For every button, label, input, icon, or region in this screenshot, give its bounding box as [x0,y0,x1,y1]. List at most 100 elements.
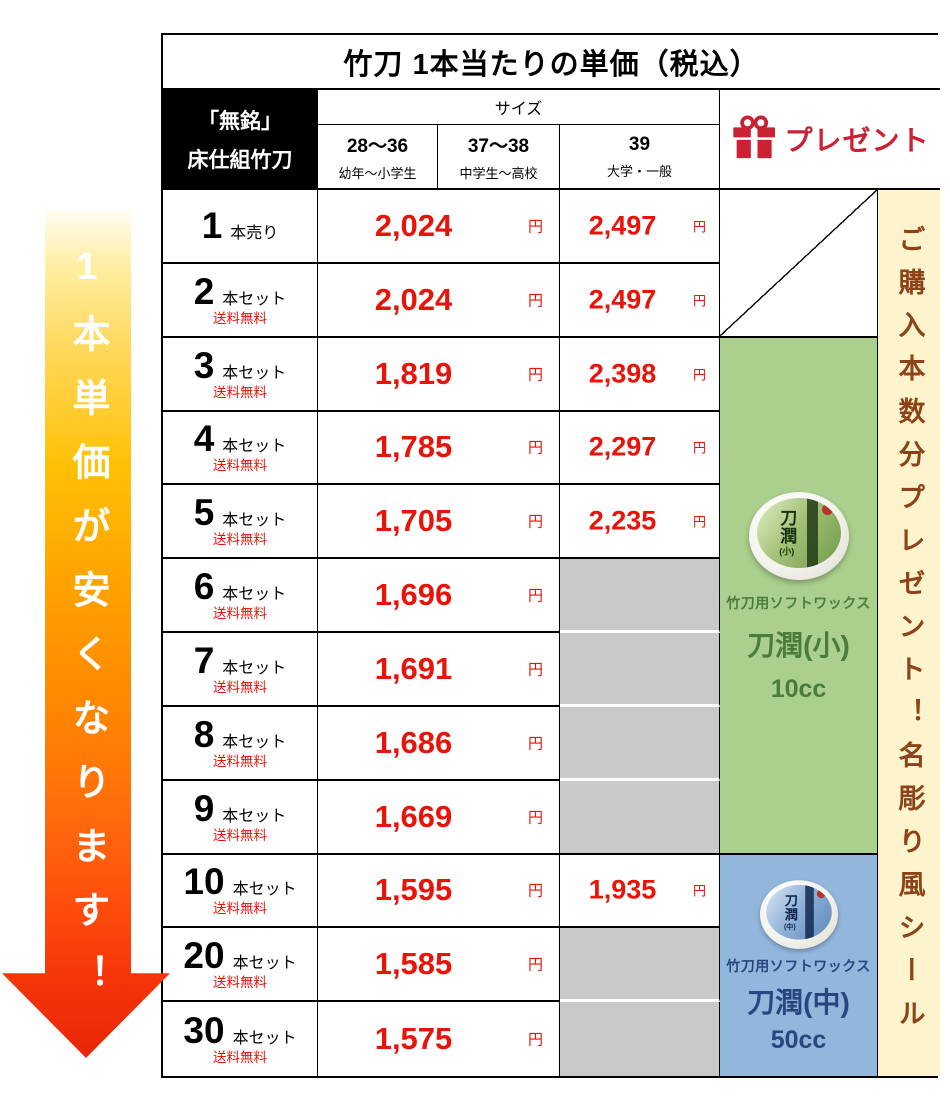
gift-column-banner: ご購入本数分プレゼント！名彫り風シール [878,190,940,1076]
yen-label: 円 [692,367,706,383]
product-name-line2: 床仕組竹刀 [187,148,293,172]
yen-label: 円 [692,219,706,235]
set-unit: 本セット [222,512,287,530]
set-unit: 本セット [222,290,287,308]
free-shipping-label: 送料無料 [213,679,267,695]
yen-label: 円 [692,514,706,530]
price-28-38-row20: 1,585 円 [318,928,560,1003]
price-39-row20-empty [560,928,720,1003]
free-shipping-label: 送料無料 [213,901,267,917]
yen-label: 円 [527,366,543,384]
price-value: 2,497 [588,210,657,241]
yen-label: 円 [692,883,706,899]
price-value: 2,497 [588,284,657,315]
product-name-line1: 「無銘」 [198,109,282,133]
tub-label-size: (中) [783,923,796,931]
price-28-38-row7: 1,691 円 [318,633,560,707]
row-label-30: 30 本セット 送料無料 [163,1002,318,1076]
price-39-row1: 2,497 円 [560,190,720,264]
set-unit: 本セット [232,1030,297,1048]
gift-name: 刀潤(中) [747,987,850,1019]
price-value: 1,785 [374,429,453,465]
price-39-row2: 2,497 円 [560,263,720,338]
row-label-4: 4 本セット 送料無料 [163,411,318,486]
gift-volume: 10cc [770,675,827,704]
price-28-38-row4: 1,785 円 [318,411,560,486]
row-label-3: 3 本セット 送料無料 [163,337,318,412]
gift-icon [733,115,776,159]
price-28-38-row6: 1,696 円 [318,559,560,633]
price-39-row4: 2,297 円 [560,411,720,486]
free-shipping-label: 送料無料 [213,384,267,400]
yen-label: 円 [527,956,543,974]
price-39-row6-empty [560,559,720,633]
set-count: 8 [193,713,215,755]
free-shipping-label: 送料無料 [213,827,267,843]
row-label-10: 10 本セット 送料無料 [163,854,318,929]
set-unit: 本セット [232,955,297,973]
price-28-38-row1: 2,024 円 [318,190,560,264]
yen-label: 円 [692,440,706,456]
price-value: 1,935 [588,874,657,905]
set-unit: 本セット [222,586,287,604]
wax-small-product-image: 刀潤 (小) [747,486,851,582]
table-title: 竹刀 1本当たりの単価（税込） [163,35,940,90]
gift-category: 竹刀用ソフトワックス [726,595,871,612]
price-39-row30-empty [560,1002,720,1076]
tub-seal [821,504,833,516]
set-unit: 本セット [222,364,287,382]
yen-label: 円 [527,809,543,827]
price-value: 1,595 [374,872,453,908]
set-count: 10 [183,861,225,903]
size-col-28-36: 28〜36 幼年～小学生 [318,125,438,190]
row-label-7: 7 本セット 送料無料 [163,633,318,707]
set-count: 20 [183,935,225,977]
price-28-38-row10: 1,595 円 [318,854,560,929]
tub-label-size: (小) [779,546,795,557]
row-label-2: 2 本セット 送料無料 [163,263,318,338]
tub-seal [816,890,826,899]
price-value: 2,398 [588,358,657,389]
price-39-row3: 2,398 円 [560,337,720,412]
tub-label-stripe [806,498,818,569]
free-shipping-label: 送料無料 [213,458,267,474]
gift-column-banner-text: ご購入本数分プレゼント！名彫り風シール [894,224,925,1042]
product-name-header: 「無銘」 床仕組竹刀 [163,90,318,190]
row-label-9: 9 本セット 送料無料 [163,780,318,855]
set-count: 7 [193,639,215,681]
set-count: 2 [193,270,215,312]
price-value: 1,686 [374,724,453,760]
price-28-38-row8: 1,686 円 [318,706,560,781]
free-shipping-label: 送料無料 [213,606,267,622]
yen-label: 円 [527,661,543,679]
tub-label-name: 刀潤 [777,509,797,546]
set-count: 4 [193,418,215,460]
yen-label: 円 [527,218,543,236]
free-shipping-label: 送料無料 [213,1050,267,1066]
size-col-37-38: 37〜38 中学生～高校 [438,125,560,190]
free-shipping-label: 送料無料 [213,975,267,991]
tub-label: 刀潤 (中) [765,885,832,940]
wax-medium-product-image: 刀潤 (中) [758,876,839,951]
yen-label: 円 [527,439,543,457]
gift-category: 竹刀用ソフトワックス [726,958,871,975]
price-value: 2,024 [374,207,453,243]
shinai-price-table: 竹刀 1本当たりの単価（税込） 「無銘」 床仕組竹刀 サイズ 28〜36 幼年～… [161,33,940,1078]
price-39-row10: 1,935 円 [560,854,720,929]
set-count: 5 [193,492,215,534]
price-value: 1,575 [374,1021,453,1057]
price-value: 1,691 [374,650,453,686]
price-39-row7-empty [560,633,720,707]
set-count: 1 [201,205,223,247]
size-header: サイズ [318,90,720,125]
price-value: 2,235 [588,505,657,536]
yen-label: 円 [527,513,543,531]
price-value: 1,705 [374,503,453,539]
price-28-38-row3: 1,819 円 [318,337,560,412]
gift-name: 刀潤(小) [747,630,850,662]
price-28-38-row2: 2,024 円 [318,263,560,338]
price-28-38-row30: 1,575 円 [318,1002,560,1076]
set-unit: 本セット [222,733,287,751]
set-count: 30 [183,1010,225,1052]
